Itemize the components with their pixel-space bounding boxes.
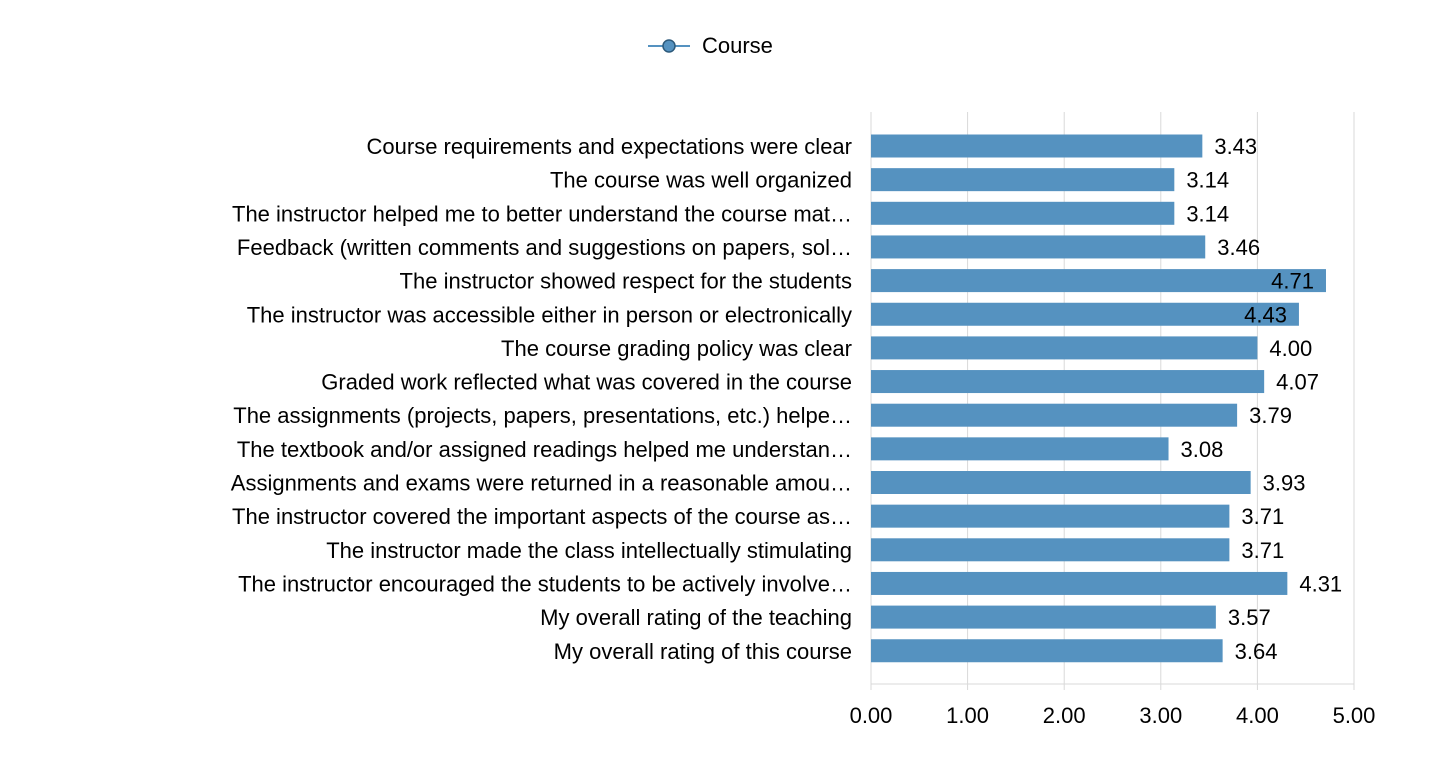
data-label: 4.00	[1269, 336, 1312, 361]
category-label: The textbook and/or assigned readings he…	[237, 437, 852, 462]
category-label: Graded work reflected what was covered i…	[321, 370, 852, 395]
bar	[871, 370, 1265, 394]
category-label: The instructor covered the important asp…	[232, 504, 852, 529]
category-label: Assignments and exams were returned in a…	[231, 471, 852, 496]
legend-circle-marker	[662, 39, 676, 53]
data-label: 3.64	[1235, 639, 1278, 664]
bars	[871, 134, 1326, 663]
x-axis-tick-label: 1.00	[946, 703, 989, 728]
bar	[871, 235, 1206, 259]
category-label: The assignments (projects, papers, prese…	[233, 403, 852, 428]
category-label: The instructor encouraged the students t…	[238, 571, 852, 596]
bar	[871, 403, 1238, 427]
value-labels: 3.43 3.14 3.14 3.46 4.71 4.43 4.00 4.07 3.79 3.08…	[1181, 134, 1343, 664]
data-label: 3.14	[1186, 168, 1229, 193]
bar	[871, 336, 1258, 360]
data-label: 4.07	[1276, 370, 1319, 395]
data-label: 3.46	[1217, 235, 1260, 260]
x-axis-tick-labels: 0.00 1.00 2.00 3.00 4.00 5.00	[850, 703, 1376, 728]
bar	[871, 639, 1223, 663]
x-axis-tick-label: 5.00	[1333, 703, 1376, 728]
data-label: 3.14	[1186, 201, 1229, 226]
data-label: 3.79	[1249, 403, 1292, 428]
x-axis-tick-label: 0.00	[850, 703, 893, 728]
bar	[871, 571, 1288, 595]
data-label: 3.93	[1263, 471, 1306, 496]
category-label: The instructor was accessible either in …	[247, 302, 852, 327]
category-labels: Course requirements and expectations wer…	[231, 134, 852, 664]
legend: Course	[648, 33, 773, 58]
legend-label-course: Course	[702, 33, 773, 58]
bar	[871, 134, 1203, 158]
category-label: The instructor helped me to better under…	[232, 201, 852, 226]
x-axis-tick-label: 3.00	[1139, 703, 1182, 728]
bar	[871, 437, 1169, 461]
x-axis-tick-label: 2.00	[1043, 703, 1086, 728]
bar	[871, 201, 1175, 225]
data-label: 4.31	[1299, 571, 1342, 596]
gridlines	[870, 112, 1355, 684]
category-label: My overall rating of the teaching	[540, 605, 852, 630]
category-label: Course requirements and expectations wer…	[367, 134, 852, 159]
x-axis-tick-label: 4.00	[1236, 703, 1279, 728]
data-label: 4.71	[1271, 269, 1314, 294]
data-label: 4.43	[1244, 302, 1287, 327]
data-label: 3.43	[1214, 134, 1257, 159]
bar	[871, 302, 1299, 326]
bar	[871, 538, 1230, 562]
bar	[871, 168, 1175, 192]
category-label: The course grading policy was clear	[501, 336, 852, 361]
category-label: The course was well organized	[550, 168, 852, 193]
data-label: 3.71	[1241, 504, 1284, 529]
bar	[871, 471, 1251, 494]
category-label: The instructor made the class intellectu…	[326, 538, 852, 563]
data-label: 3.71	[1241, 538, 1284, 563]
data-label: 3.08	[1181, 437, 1224, 462]
data-label: 3.57	[1228, 605, 1271, 630]
bar	[871, 269, 1326, 293]
bar	[871, 504, 1230, 528]
category-label: Feedback (written comments and suggestio…	[237, 235, 852, 260]
category-label: The instructor showed respect for the st…	[400, 269, 852, 294]
x-axis	[870, 683, 1355, 690]
category-label: My overall rating of this course	[554, 639, 852, 664]
bar	[871, 605, 1216, 629]
